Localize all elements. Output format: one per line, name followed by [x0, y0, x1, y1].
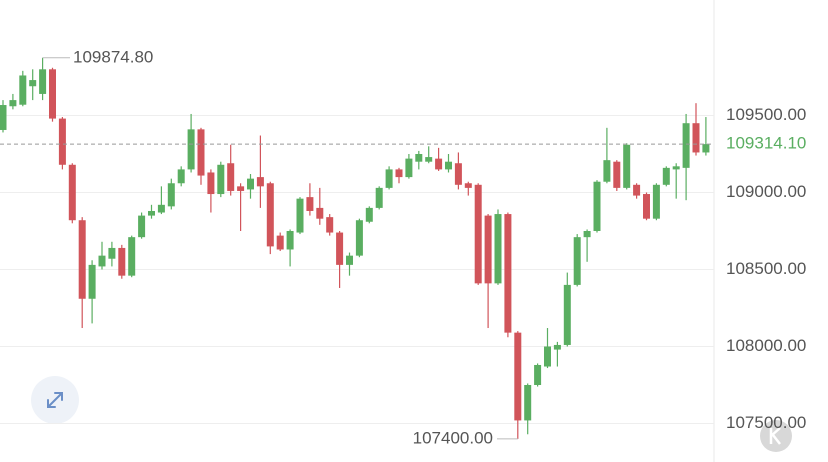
candle-body	[148, 210, 155, 216]
y-tick-label: 109500.00	[726, 105, 806, 124]
candle-body	[494, 214, 502, 284]
candle-body	[633, 184, 641, 196]
candle-body	[464, 183, 472, 188]
candle-body	[702, 144, 710, 153]
candle-body	[286, 231, 294, 250]
candle-body	[514, 332, 522, 421]
candle-body	[19, 75, 27, 105]
candle-body	[256, 177, 264, 187]
candle-body	[544, 346, 551, 367]
candle-body	[39, 69, 47, 94]
expand-button[interactable]	[31, 376, 79, 424]
candle-body	[9, 100, 17, 107]
candle-body	[672, 166, 680, 170]
candle-body	[128, 237, 136, 276]
candle-body	[603, 160, 611, 182]
candle-body	[227, 163, 235, 191]
candle-body	[643, 194, 650, 219]
candle-body	[375, 187, 383, 208]
candle-body	[415, 154, 423, 162]
candle-body	[336, 232, 344, 265]
candle-body	[563, 284, 571, 345]
candle-body	[138, 215, 146, 238]
min-label: 107400.00	[413, 428, 493, 447]
y-tick-label: 108000.00	[726, 336, 806, 355]
candle-body	[237, 186, 245, 191]
candle-body	[534, 364, 542, 385]
candle-body	[623, 144, 631, 188]
candle-body	[29, 80, 37, 87]
candle-body	[583, 231, 591, 238]
last-price-label: 109314.10	[726, 134, 806, 153]
y-tick-label: 109000.00	[726, 182, 806, 201]
candle-body	[187, 129, 195, 170]
candle-body	[484, 215, 492, 284]
candle-body	[68, 164, 76, 221]
candle-body	[326, 217, 334, 233]
candle-body	[662, 167, 670, 185]
y-tick-label: 107500.00	[726, 413, 806, 432]
candle-body	[445, 161, 452, 170]
candle-body	[682, 123, 690, 168]
candle-body	[217, 164, 225, 195]
candle-body	[306, 197, 314, 211]
candle-body	[276, 235, 284, 250]
candle-body	[652, 184, 660, 219]
candle-body	[49, 69, 56, 119]
candle-body	[524, 385, 532, 421]
candle-body	[425, 157, 433, 162]
candle-body	[355, 220, 363, 256]
candle-body	[177, 169, 185, 184]
candle-body	[405, 158, 413, 178]
candle-body	[108, 247, 116, 259]
candle-body	[316, 207, 324, 219]
candle-body	[553, 344, 561, 350]
candle-body	[88, 264, 96, 299]
candle-body	[346, 255, 353, 265]
y-tick-label: 108500.00	[726, 259, 806, 278]
logo-watermark	[760, 420, 792, 452]
candle-body	[167, 183, 175, 207]
candle-body	[98, 255, 106, 267]
candle-body	[0, 105, 7, 130]
candle-body	[296, 198, 304, 233]
candle-body	[454, 163, 462, 185]
candle-body	[504, 214, 512, 333]
candle-body	[692, 123, 700, 153]
candle-body	[365, 207, 373, 222]
candle-body	[435, 158, 443, 170]
candle-body	[197, 129, 205, 176]
candle-body	[58, 118, 66, 165]
candle-body	[78, 220, 86, 299]
candle-body	[593, 181, 601, 231]
candle-body	[266, 183, 274, 247]
candle-body	[247, 178, 254, 190]
candle-body	[385, 169, 393, 188]
candle-body	[573, 237, 581, 285]
max-label: 109874.80	[73, 47, 153, 66]
candle-body	[613, 161, 621, 188]
candle-body	[207, 172, 215, 195]
candle-body	[118, 247, 126, 276]
candle-body	[157, 204, 165, 213]
candle-body	[395, 169, 403, 178]
candle-body	[474, 184, 482, 284]
